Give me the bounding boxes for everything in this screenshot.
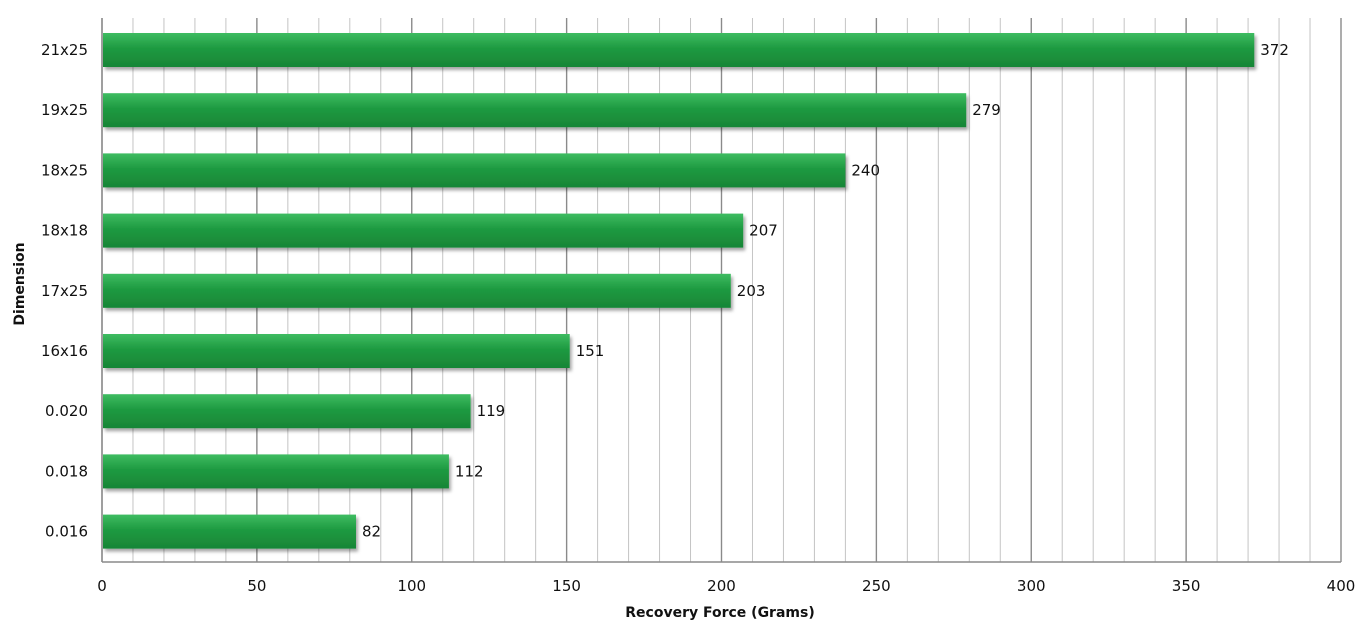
x-tick-label: 300 [1017, 577, 1046, 595]
y-tick-labels: 21x25 19x25 18x25 18x18 17x25 16x16 0.020 0.018… [41, 41, 88, 541]
data-label: 119 [477, 402, 506, 420]
data-label: 279 [972, 101, 1001, 119]
data-label: 372 [1260, 41, 1289, 59]
y-tick-label: 0.016 [45, 523, 88, 541]
data-label: 112 [455, 462, 484, 480]
x-tick-label: 50 [247, 577, 266, 595]
bars [103, 33, 1255, 549]
y-tick-label: 17x25 [41, 282, 88, 300]
x-tick-label: 250 [862, 577, 891, 595]
bar [103, 93, 967, 128]
bar [103, 213, 744, 248]
x-tick-label: 0 [97, 577, 107, 595]
bar [103, 153, 846, 188]
y-tick-label: 19x25 [41, 101, 88, 119]
y-tick-label: 21x25 [41, 41, 88, 59]
bar [103, 334, 570, 368]
axes [101, 18, 1341, 563]
bar [103, 454, 449, 489]
x-axis-title: Recovery Force (Grams) [625, 605, 814, 621]
bar [103, 33, 1255, 67]
x-tick-label: 100 [397, 577, 426, 595]
bar [103, 273, 731, 308]
y-tick-label: 0.020 [45, 402, 88, 420]
x-tick-label: 200 [707, 577, 736, 595]
x-tick-label: 350 [1172, 577, 1201, 595]
bar [103, 514, 356, 549]
y-tick-label: 18x25 [41, 161, 88, 179]
data-label: 151 [576, 342, 605, 360]
y-tick-label: 16x16 [41, 342, 88, 360]
y-axis-title: Dimension [12, 242, 28, 325]
data-label: 203 [737, 282, 766, 300]
y-tick-label: 18x18 [41, 222, 88, 240]
data-labels: 372 279 240 207 203 151 119 112 82 [362, 41, 1289, 541]
y-tick-label: 0.018 [45, 462, 88, 480]
data-label: 82 [362, 523, 381, 541]
x-tick-labels: 0 50 100 150 200 250 300 350 400 [97, 577, 1355, 595]
data-label: 207 [749, 222, 778, 240]
data-label: 240 [851, 161, 880, 179]
bar [103, 394, 471, 429]
x-tick-label: 150 [552, 577, 581, 595]
x-tick-label: 400 [1327, 577, 1356, 595]
